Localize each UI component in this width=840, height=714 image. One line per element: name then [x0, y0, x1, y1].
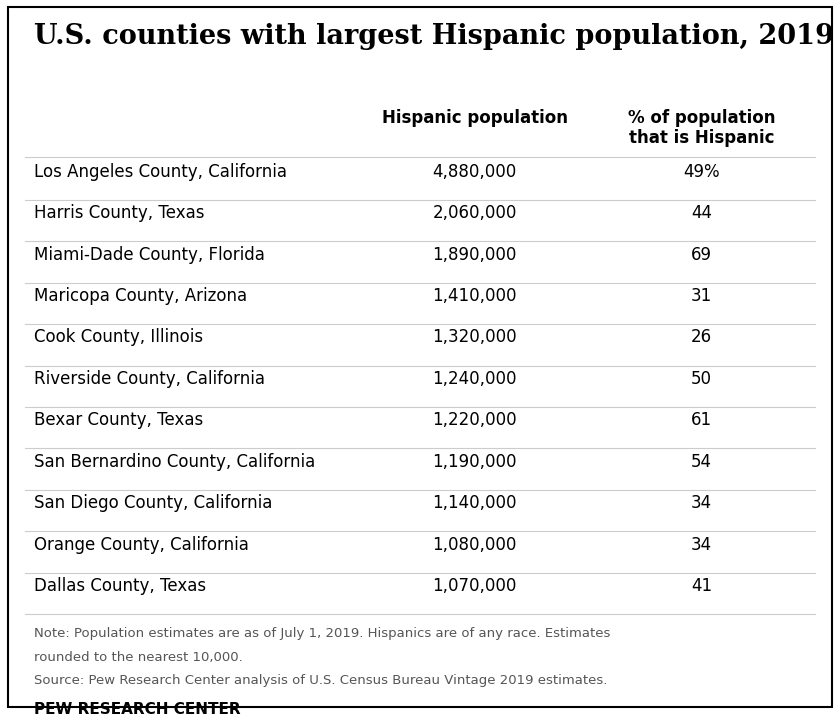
- Text: 1,320,000: 1,320,000: [433, 328, 517, 346]
- Text: rounded to the nearest 10,000.: rounded to the nearest 10,000.: [34, 651, 243, 664]
- Text: 34: 34: [690, 536, 712, 553]
- Text: 54: 54: [690, 453, 712, 471]
- Text: 49%: 49%: [683, 163, 720, 181]
- Text: 1,220,000: 1,220,000: [433, 411, 517, 429]
- Text: 1,080,000: 1,080,000: [433, 536, 517, 553]
- Text: 1,410,000: 1,410,000: [433, 287, 517, 305]
- Text: Dallas County, Texas: Dallas County, Texas: [34, 577, 206, 595]
- Text: Maricopa County, Arizona: Maricopa County, Arizona: [34, 287, 247, 305]
- Text: 69: 69: [690, 246, 712, 263]
- Text: 1,140,000: 1,140,000: [433, 494, 517, 512]
- Text: 1,190,000: 1,190,000: [433, 453, 517, 471]
- Text: Bexar County, Texas: Bexar County, Texas: [34, 411, 202, 429]
- Text: 1,240,000: 1,240,000: [433, 370, 517, 388]
- Text: 31: 31: [690, 287, 712, 305]
- Text: Riverside County, California: Riverside County, California: [34, 370, 265, 388]
- Text: Miami-Dade County, Florida: Miami-Dade County, Florida: [34, 246, 265, 263]
- Text: 2,060,000: 2,060,000: [433, 204, 517, 222]
- Text: 26: 26: [690, 328, 712, 346]
- Text: 1,890,000: 1,890,000: [433, 246, 517, 263]
- Text: 61: 61: [690, 411, 712, 429]
- Text: San Bernardino County, California: San Bernardino County, California: [34, 453, 315, 471]
- Text: % of population
that is Hispanic: % of population that is Hispanic: [627, 109, 775, 147]
- Text: Cook County, Illinois: Cook County, Illinois: [34, 328, 202, 346]
- Text: 44: 44: [690, 204, 712, 222]
- Text: San Diego County, California: San Diego County, California: [34, 494, 272, 512]
- Text: Note: Population estimates are as of July 1, 2019. Hispanics are of any race. Es: Note: Population estimates are as of Jul…: [34, 627, 610, 640]
- Text: Orange County, California: Orange County, California: [34, 536, 249, 553]
- Text: Harris County, Texas: Harris County, Texas: [34, 204, 204, 222]
- Text: 34: 34: [690, 494, 712, 512]
- Text: 41: 41: [690, 577, 712, 595]
- Text: 1,070,000: 1,070,000: [433, 577, 517, 595]
- Text: PEW RESEARCH CENTER: PEW RESEARCH CENTER: [34, 702, 240, 714]
- Text: 50: 50: [690, 370, 712, 388]
- Text: U.S. counties with largest Hispanic population, 2019: U.S. counties with largest Hispanic popu…: [34, 23, 834, 50]
- Text: Source: Pew Research Center analysis of U.S. Census Bureau Vintage 2019 estimate: Source: Pew Research Center analysis of …: [34, 674, 607, 687]
- Text: Los Angeles County, California: Los Angeles County, California: [34, 163, 286, 181]
- Text: 4,880,000: 4,880,000: [433, 163, 517, 181]
- Text: Hispanic population: Hispanic population: [381, 109, 568, 126]
